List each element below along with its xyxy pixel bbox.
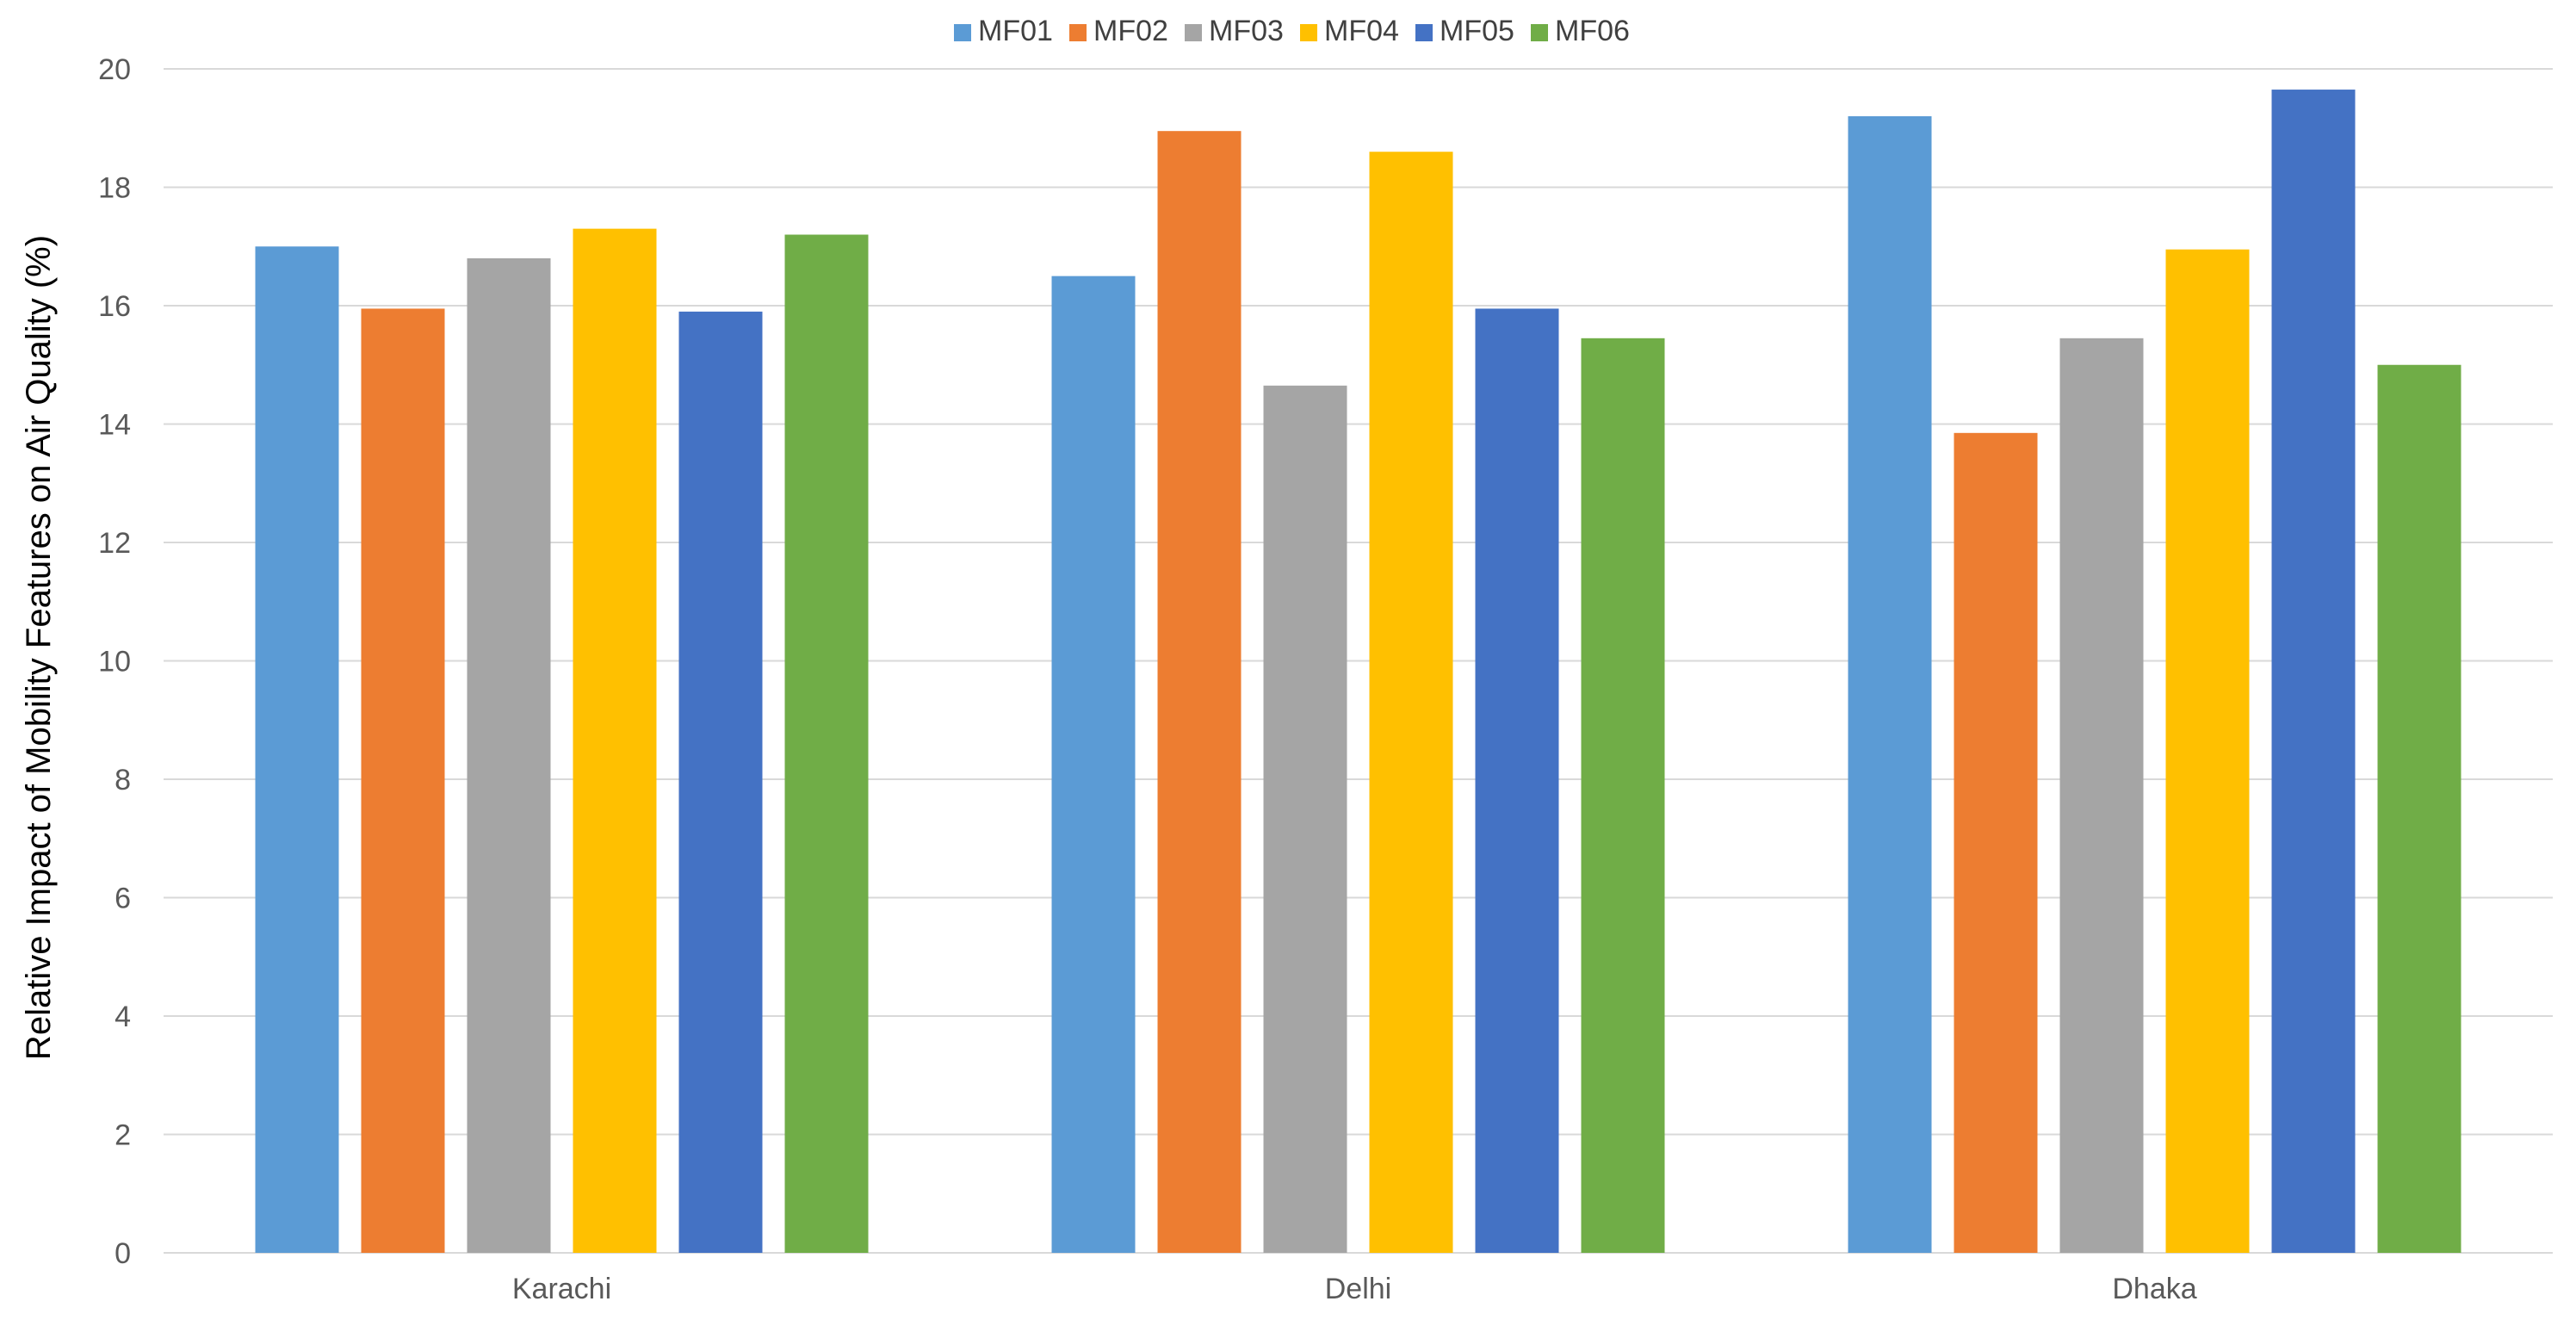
legend-label-mf01: MF01 (978, 15, 1053, 47)
y-axis-title: Relative Impact of Mobility Features on … (20, 235, 58, 1060)
gridlines (164, 68, 2553, 1254)
y-tick-label: 16 (98, 290, 131, 323)
y-tick-label: 12 (98, 527, 131, 560)
bar-mf03-delhi (1263, 385, 1347, 1253)
x-tick-label: Dhaka (2112, 1273, 2196, 1305)
x-tick-label: Delhi (1325, 1273, 1391, 1305)
bar-mf02-delhi (1157, 131, 1242, 1253)
legend: MF01 MF02 MF03 MF04 MF05 MF06 (954, 15, 1630, 47)
y-tick-label: 0 (115, 1237, 131, 1270)
bar-mf03-karachi (467, 258, 551, 1253)
bar-mf06-karachi (784, 234, 869, 1253)
x-tick-label: Karachi (512, 1273, 611, 1305)
legend-swatch-mf05 (1415, 24, 1433, 41)
legend-swatch-mf03 (1185, 24, 1202, 41)
y-tick-label: 6 (115, 883, 131, 915)
bar-mf05-dhaka (2271, 90, 2356, 1253)
bar-mf05-karachi (678, 311, 763, 1253)
y-tick-label: 4 (115, 1001, 131, 1033)
legend-label-mf04: MF04 (1324, 15, 1399, 47)
bar-mf04-delhi (1369, 152, 1453, 1253)
bar-mf05-delhi (1475, 308, 1559, 1253)
y-tick-label: 8 (115, 764, 131, 796)
legend-swatch-mf02 (1069, 24, 1087, 41)
legend-label-mf05: MF05 (1440, 15, 1514, 47)
y-tick-label: 14 (98, 409, 131, 442)
y-tick-label: 18 (98, 172, 131, 205)
bar-mf01-delhi (1051, 276, 1136, 1253)
bar-mf03-dhaka (2059, 338, 2144, 1253)
axes: 0 2 4 6 8 10 12 14 16 18 20 Karachi Delhi Dhaka (98, 53, 2197, 1305)
legend-label-mf03: MF03 (1209, 15, 1284, 47)
bar-mf02-dhaka (1954, 432, 2038, 1253)
y-tick-label: 20 (98, 53, 131, 86)
legend-swatch-mf06 (1531, 24, 1548, 41)
legend-swatch-mf04 (1300, 24, 1317, 41)
bar-mf04-karachi (573, 228, 657, 1253)
bars (255, 90, 2461, 1253)
bar-mf06-delhi (1581, 338, 1665, 1253)
y-tick-label: 10 (98, 646, 131, 679)
legend-swatch-mf01 (954, 24, 971, 41)
legend-label-mf06: MF06 (1555, 15, 1630, 47)
bar-mf01-dhaka (1848, 116, 1932, 1253)
bar-mf01-karachi (255, 246, 339, 1253)
bar-mf04-dhaka (2165, 249, 2250, 1253)
bar-mf06-dhaka (2377, 364, 2461, 1253)
bar-mf02-karachi (361, 308, 445, 1253)
legend-label-mf02: MF02 (1093, 15, 1168, 47)
y-tick-label: 2 (115, 1119, 131, 1152)
